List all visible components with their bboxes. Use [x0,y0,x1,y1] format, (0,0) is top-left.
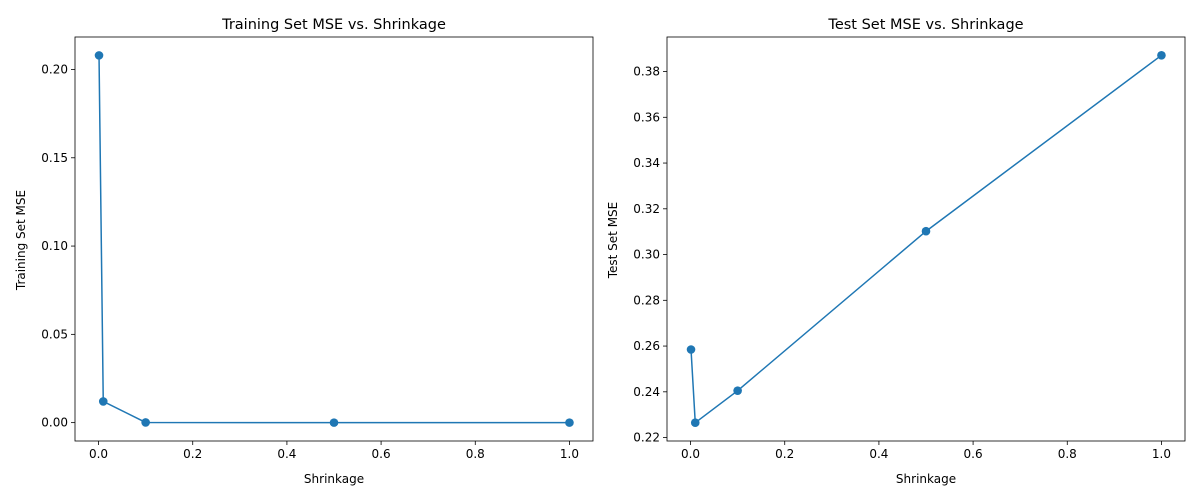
y-tick-label: 0.32 [633,202,660,216]
y-tick-label: 0.22 [633,431,660,445]
y-tick-label: 0.00 [41,416,68,430]
y-tick-label: 0.26 [633,339,660,353]
data-point [141,418,150,427]
x-tick-label: 0.4 [277,447,296,461]
data-point [565,418,574,427]
y-axis-label: Test Set MSE [606,202,620,280]
x-tick-label: 0.6 [372,447,391,461]
axes-frame [666,36,1186,442]
chart-title: Training Set MSE vs. Shrinkage [221,17,446,33]
data-point [98,397,108,406]
data-point [686,345,696,354]
data-marks [94,51,574,427]
training-mse-chart: Training Set MSE vs. Shrinkage Shrinkage… [14,17,594,486]
axes-frame [74,36,594,442]
x-tick-label: 0.2 [183,447,202,461]
x-tick-label: 0.0 [681,447,700,461]
x-tick-label: 0.8 [1058,447,1077,461]
data-point [1157,51,1166,60]
x-tick-label: 1.0 [560,447,579,461]
y-tick-label: 0.30 [633,248,660,262]
data-point [733,386,742,395]
data-point [921,226,931,236]
y-tick-label: 0.15 [41,151,68,165]
axis-ticks: 0.0 0.2 0.4 0.6 0.8 1.0 0.22 0.24 0.26 0.28 0.30 0.… [633,65,1171,461]
y-tick-label: 0.05 [41,327,68,341]
data-point [329,418,339,427]
chart-title: Test Set MSE vs. Shrinkage [827,17,1023,33]
data-point [94,51,104,60]
data-point [690,418,700,427]
x-tick-label: 0.0 [89,447,108,461]
y-tick-label: 0.36 [633,110,660,124]
x-axis-label: Shrinkage [896,472,956,486]
x-axis-label: Shrinkage [304,472,364,486]
y-tick-label: 0.34 [633,156,660,170]
y-tick-label: 0.24 [633,385,660,399]
x-tick-label: 1.0 [1152,447,1171,461]
y-tick-label: 0.38 [633,65,660,79]
series-line [690,54,1162,425]
y-tick-label: 0.28 [633,293,660,307]
data-marks [686,51,1166,427]
x-tick-label: 0.6 [964,447,983,461]
y-tick-label: 0.20 [41,62,68,76]
y-axis-label: Training Set MSE [14,190,28,291]
x-tick-label: 0.2 [775,447,794,461]
axis-ticks: 0.0 0.2 0.4 0.6 0.8 1.0 0.00 0.05 0.10 0.15 0.20 [41,62,579,461]
x-tick-label: 0.8 [466,447,485,461]
x-tick-label: 0.4 [869,447,888,461]
y-tick-label: 0.10 [41,239,68,253]
test-mse-chart: Test Set MSE vs. Shrinkage Shrinkage Tes… [606,17,1186,486]
series-line [98,55,570,424]
